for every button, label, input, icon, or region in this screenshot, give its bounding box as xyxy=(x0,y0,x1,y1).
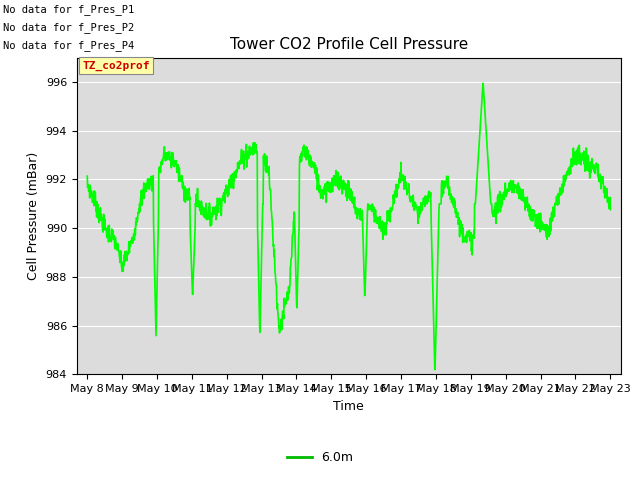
X-axis label: Time: Time xyxy=(333,400,364,413)
Text: No data for f_Pres_P4: No data for f_Pres_P4 xyxy=(3,40,134,51)
Title: Tower CO2 Profile Cell Pressure: Tower CO2 Profile Cell Pressure xyxy=(230,37,468,52)
Legend: 6.0m: 6.0m xyxy=(282,446,358,469)
Text: TZ_co2prof: TZ_co2prof xyxy=(83,60,150,71)
Text: No data for f_Pres_P2: No data for f_Pres_P2 xyxy=(3,22,134,33)
Text: No data for f_Pres_P1: No data for f_Pres_P1 xyxy=(3,4,134,15)
Y-axis label: Cell Pressure (mBar): Cell Pressure (mBar) xyxy=(27,152,40,280)
